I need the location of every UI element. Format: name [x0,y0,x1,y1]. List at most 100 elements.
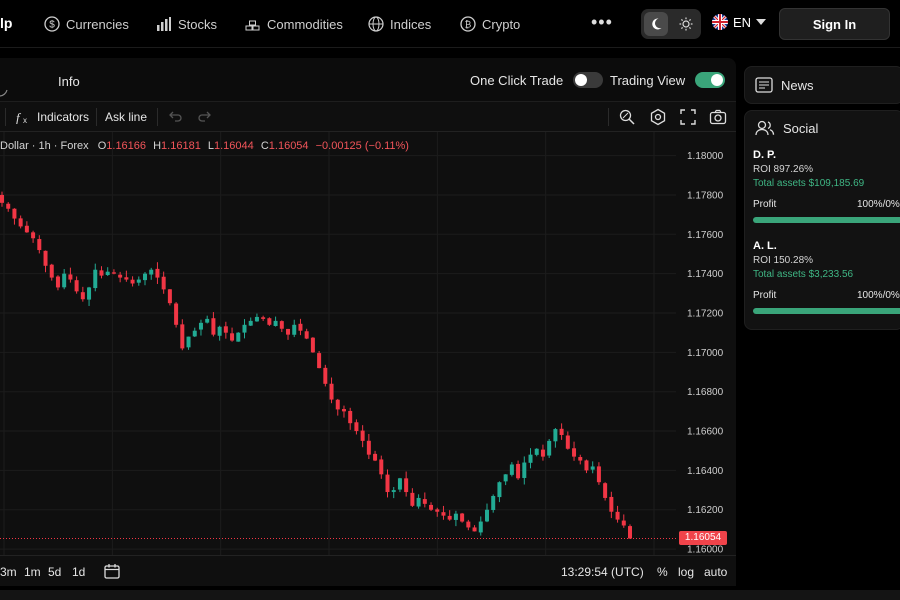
fullscreen-icon[interactable] [679,108,697,126]
candlestick-chart[interactable]: 1.18000 1.17800 1.17600 1.17400 1.17200 1.170… [0,132,736,555]
utc-clock[interactable]: 13:29:54 (UTC) [561,565,644,579]
candle-body [304,331,309,339]
y-tick-label: 1.16000 [687,545,724,555]
social-panel: Social D. P. ROI 897.26% Total assets $1… [744,110,900,330]
y-tick-label: 1.16800 [687,387,724,398]
candle-body [43,250,48,266]
candle-body [516,463,521,479]
candle-body [99,270,104,276]
redo-icon[interactable] [196,108,214,126]
percent-scale-toggle[interactable]: % [657,565,668,579]
sun-icon[interactable] [674,12,698,36]
more-menu-ellipsis-icon[interactable]: ••• [591,12,613,32]
one-click-trade-switch[interactable] [573,72,604,88]
sign-in-button[interactable]: Sign In [779,8,890,40]
theme-toggle[interactable] [641,9,701,39]
language-selector[interactable]: EN [712,14,767,30]
candle-body [441,512,446,516]
auto-scale-toggle[interactable]: auto [704,565,728,579]
ask-line-button[interactable]: Ask line [105,110,148,124]
trader-card[interactable]: D. P. ROI 897.26% Total assets $109,185.… [753,149,900,223]
trading-view-toggle[interactable]: Trading View [610,72,726,88]
nav-indices-label: Indices [390,16,432,32]
range-3m-button[interactable]: 3m [0,565,17,579]
page-bottom-strip [0,590,900,600]
brand-logo-text[interactable]: lp [0,15,13,31]
nav-commodities[interactable]: Commodities [245,14,343,34]
candle-body [136,279,141,283]
undo-icon[interactable] [166,108,184,126]
uk-flag-icon [712,14,728,30]
moon-icon[interactable] [644,12,668,36]
candle-body [236,332,241,342]
open-value: 1.16166 [106,140,147,152]
low-value: 1.16044 [214,140,254,152]
candle-body [621,520,626,526]
nav-crypto[interactable]: ₿ Crypto [460,14,520,34]
candle-body [180,324,185,349]
trader-roi: ROI 150.28% [753,255,814,266]
candle-body [18,218,23,227]
close-value: 1.16054 [268,140,309,152]
candle-body [522,462,527,478]
candle-body [596,466,601,483]
nav-stocks[interactable]: Stocks [156,14,217,34]
profit-value: 100%/0% [857,290,900,301]
candle-body [497,482,502,498]
candle-body [155,268,160,278]
trader-card[interactable]: A. L. ROI 150.28% Total assets $3,233.56… [753,240,900,314]
candle-body [186,336,191,348]
candle-body [534,448,539,455]
candle-body [93,269,98,289]
candle-body [261,317,266,319]
candle-body [435,509,440,512]
dollar-coin-icon: $ [44,16,60,32]
profit-progress-bar [753,217,900,223]
candle-body [603,483,608,498]
log-scale-toggle[interactable]: log [678,565,695,579]
high-value: 1.16181 [161,140,201,152]
nav-commodities-label: Commodities [267,16,343,32]
nav-stocks-label: Stocks [178,16,218,32]
news-panel[interactable]: News [744,66,900,104]
settings-gear-icon[interactable] [649,108,667,126]
indicators-label: Indicators [37,110,90,124]
trading-view-switch[interactable] [695,72,726,88]
range-5d-button[interactable]: 5d [48,565,62,579]
y-tick-label: 1.17000 [687,348,724,359]
candle-body [472,527,477,532]
candle-body [111,272,116,274]
candle-body [578,457,583,461]
candle-body [478,521,483,533]
svg-text:$: $ [49,20,55,31]
nav-indices[interactable]: Indices [368,14,431,34]
camera-snapshot-icon[interactable] [709,108,727,126]
range-1m-button[interactable]: 1m [24,565,41,579]
nav-currencies[interactable]: $ Currencies [44,14,129,34]
magnifier-zoom-icon[interactable] [618,108,636,126]
candle-body [491,495,496,510]
high-label: H [153,140,162,152]
candle-body [323,367,328,384]
svg-text:f: f [16,110,22,124]
one-click-trade-toggle[interactable]: One Click Trade [470,72,604,88]
candle-body [87,287,92,300]
low-label: L [207,140,214,152]
info-tab[interactable]: Info [58,74,80,89]
candle-body [609,496,614,512]
candle-body [360,430,365,441]
candle-body [298,323,303,331]
candle-body [310,337,315,353]
calendar-goto-date-icon[interactable] [103,562,121,580]
candle-body [429,504,434,510]
candle-body [68,274,73,280]
profit-progress-bar [753,308,900,314]
candle-body [385,474,390,493]
candle-body [279,321,284,329]
bars-stack-icon [245,20,260,31]
range-1d-button[interactable]: 1d [72,565,86,579]
newspaper-icon [755,77,773,93]
social-label: Social [783,120,819,136]
